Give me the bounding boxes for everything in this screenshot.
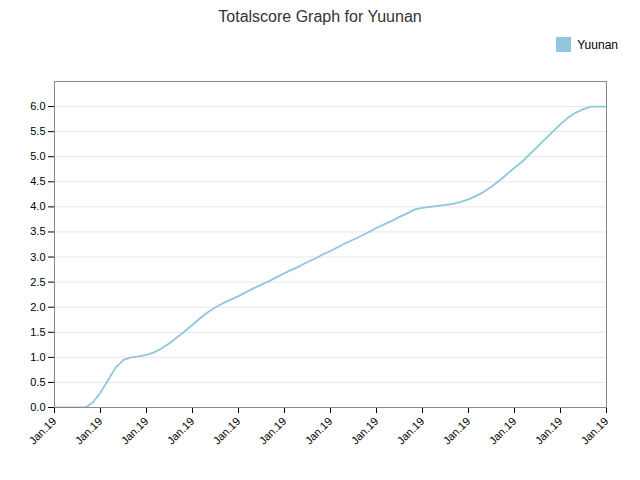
svg-text:2.0: 2.0 [30,301,45,313]
svg-text:Jan.19: Jan.19 [349,415,381,447]
svg-text:Jan.19: Jan.19 [441,415,473,447]
svg-text:Jan.19: Jan.19 [119,415,151,447]
svg-text:6.0: 6.0 [30,100,45,112]
svg-text:5.5: 5.5 [30,125,45,137]
html-text:Yuunan: Yuunan [577,37,618,52]
svg-text:Jan.19: Jan.19 [579,415,611,447]
svg-text:3.0: 3.0 [30,251,45,263]
svg-text:Jan.19: Jan.19 [165,415,197,447]
html-text:Totalscore Graph for Yuunan: Totalscore Graph for Yuunan [218,8,422,25]
svg-text:4.0: 4.0 [30,200,45,212]
svg-text:Jan.19: Jan.19 [257,415,289,447]
svg-text:1.0: 1.0 [30,351,45,363]
svg-text:Jan.19: Jan.19 [395,415,427,447]
svg-text:0.5: 0.5 [30,376,45,388]
svg-text:Jan.19: Jan.19 [303,415,335,447]
svg-text:Jan.19: Jan.19 [27,415,59,447]
svg-text:5.0: 5.0 [30,150,45,162]
svg-text:Jan.19: Jan.19 [487,415,519,447]
svg-text:3.5: 3.5 [30,225,45,237]
svg-text:Jan.19: Jan.19 [73,415,105,447]
svg-text:0.0: 0.0 [30,401,45,413]
svg-text:Jan.19: Jan.19 [211,415,243,447]
svg-text:2.5: 2.5 [30,276,45,288]
svg-text:Jan.19: Jan.19 [533,415,565,447]
svg-text:1.5: 1.5 [30,326,45,338]
svg-text:4.5: 4.5 [30,175,45,187]
